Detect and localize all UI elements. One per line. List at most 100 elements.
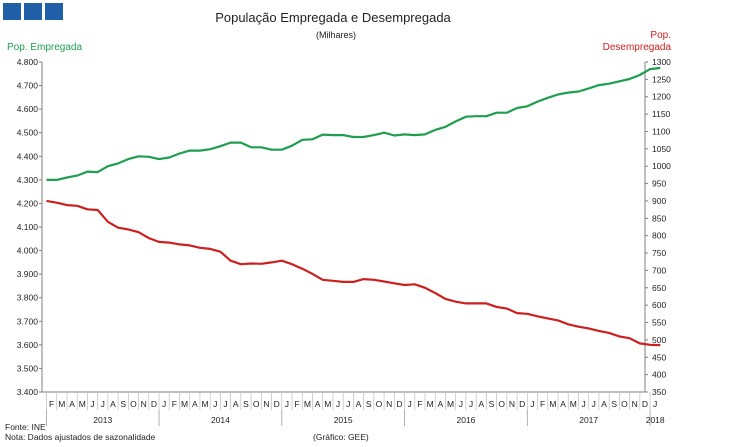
footer-note: Nota: Dados ajustados de sazonalidade: [5, 432, 156, 442]
right-tick-label: 400: [652, 370, 666, 380]
month-label: N: [141, 399, 147, 409]
month-label: A: [478, 399, 484, 409]
month-label: O: [621, 399, 628, 409]
month-label: D: [642, 399, 648, 409]
right-tick-label: 450: [652, 352, 666, 362]
right-tick-label: 600: [652, 300, 666, 310]
left-tick-label: 4.200: [17, 198, 39, 208]
month-label: N: [509, 399, 515, 409]
right-tick-label: 350: [652, 387, 666, 397]
chart-subtitle: (Milhares): [316, 30, 356, 40]
left-tick-label: 4.400: [17, 151, 39, 161]
right-tick-label: 550: [652, 318, 666, 328]
month-label: D: [519, 399, 525, 409]
month-label: N: [632, 399, 638, 409]
right-tick-label: 950: [652, 179, 666, 189]
left-tick-label: 3.900: [17, 269, 39, 279]
left-tick-label: 4.300: [17, 175, 39, 185]
month-label: M: [58, 399, 65, 409]
month-label: J: [408, 399, 412, 409]
month-label: M: [181, 399, 188, 409]
left-tick-label: 3.400: [17, 387, 39, 397]
month-label: S: [489, 399, 495, 409]
month-label: F: [540, 399, 545, 409]
left-tick-label: 4.000: [17, 246, 39, 256]
month-label: O: [376, 399, 383, 409]
month-label: O: [130, 399, 137, 409]
right-axis-label-line1: Pop.: [650, 30, 671, 41]
right-tick-label: 850: [652, 213, 666, 223]
right-tick-label: 1300: [652, 57, 671, 67]
month-label: M: [202, 399, 209, 409]
right-axis-label-line2: Desempregada: [603, 42, 672, 53]
month-label: J: [90, 399, 94, 409]
left-tick-label: 4.700: [17, 81, 39, 91]
logo-square: [45, 3, 63, 20]
month-label: F: [49, 399, 54, 409]
right-tick-label: 1100: [652, 126, 671, 136]
month-label: M: [570, 399, 577, 409]
month-label: J: [285, 399, 289, 409]
series-group: [46, 66, 661, 347]
month-label: A: [110, 399, 116, 409]
left-tick-label: 3.500: [17, 363, 39, 373]
right-tick-label: 900: [652, 196, 666, 206]
logo-square: [24, 3, 42, 20]
month-label: M: [447, 399, 454, 409]
left-tick-label: 4.800: [17, 57, 39, 67]
month-label: J: [581, 399, 585, 409]
month-label: S: [366, 399, 372, 409]
year-label: 2014: [211, 415, 230, 425]
month-label: J: [459, 399, 463, 409]
month-label: A: [601, 399, 607, 409]
month-label: N: [263, 399, 269, 409]
month-label: J: [162, 399, 166, 409]
month-label: D: [396, 399, 402, 409]
left-axis: 3.400 3.500 3.600 3.700 3.800 3.900 4.000 4.100…: [17, 57, 42, 397]
year-label: 2013: [93, 415, 112, 425]
year-label: 2017: [579, 415, 598, 425]
month-label: J: [530, 399, 534, 409]
chart-title: População Empregada e Desempregada: [215, 10, 451, 25]
month-label: N: [386, 399, 392, 409]
month-label: D: [151, 399, 157, 409]
series-line-employed: [46, 66, 661, 181]
month-label: J: [336, 399, 340, 409]
right-tick-label: 1000: [652, 161, 671, 171]
month-label: M: [304, 399, 311, 409]
month-label: F: [417, 399, 422, 409]
month-label: M: [427, 399, 434, 409]
right-tick-label: 1050: [652, 144, 671, 154]
left-axis-label: Pop. Empregada: [7, 42, 82, 53]
right-tick-label: 700: [652, 265, 666, 275]
month-label: J: [101, 399, 105, 409]
month-label: J: [223, 399, 227, 409]
month-label: J: [213, 399, 217, 409]
month-label: S: [243, 399, 249, 409]
month-label: J: [469, 399, 473, 409]
month-label: A: [356, 399, 362, 409]
right-tick-label: 750: [652, 248, 666, 258]
month-label: F: [172, 399, 177, 409]
plot-frame: [41, 62, 646, 393]
footer-credit: (Gráfico: GEE): [313, 432, 369, 442]
left-tick-label: 4.100: [17, 222, 39, 232]
year-label: 2015: [334, 415, 353, 425]
logo: [3, 3, 63, 20]
month-label: A: [233, 399, 239, 409]
logo-square: [3, 3, 21, 20]
right-tick-label: 650: [652, 283, 666, 293]
left-tick-label: 4.600: [17, 104, 39, 114]
month-label: S: [120, 399, 126, 409]
month-label: J: [346, 399, 350, 409]
month-label: O: [253, 399, 260, 409]
month-label: A: [315, 399, 321, 409]
month-label: A: [192, 399, 198, 409]
left-tick-label: 4.500: [17, 128, 39, 138]
month-label: D: [274, 399, 280, 409]
year-label: 2016: [456, 415, 475, 425]
month-label: M: [549, 399, 556, 409]
month-label: M: [79, 399, 86, 409]
footer-source: Fonte: INE: [5, 422, 46, 432]
